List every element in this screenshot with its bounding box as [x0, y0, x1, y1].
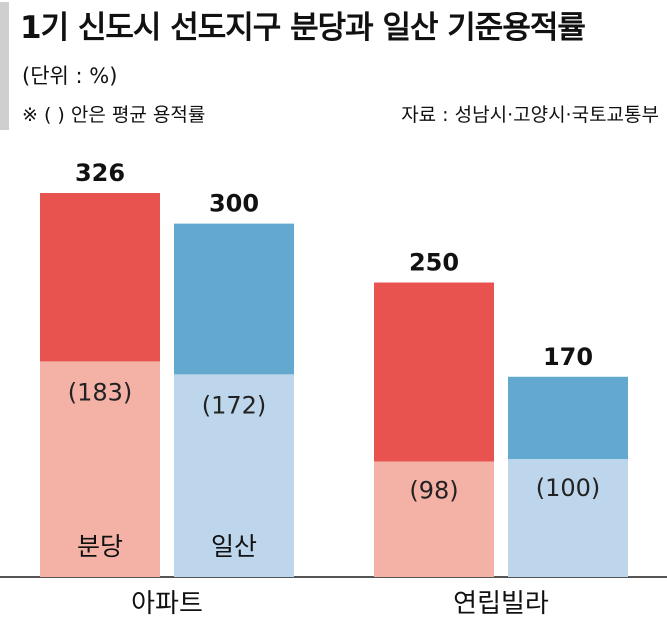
bar-일산-연립빌라-average	[508, 459, 628, 577]
note-label: ※ ( ) 안은 평균 용적률	[22, 104, 206, 126]
average-label: (183)	[68, 378, 133, 406]
value-label: 326	[75, 159, 125, 187]
accent-bar	[0, 2, 9, 130]
average-label: (100)	[536, 474, 601, 502]
bar-일산-아파트-total	[174, 223, 294, 375]
bar-일산-연립빌라-total	[508, 376, 628, 460]
bar-분당-연립빌라-average	[374, 461, 494, 577]
value-label: 170	[543, 343, 593, 371]
bar-분당-연립빌라-total	[374, 282, 494, 462]
chart-title: 1기 신도시 선도지구 분당과 일산 기준용적률	[20, 10, 586, 46]
unit-label: (단위 : %)	[22, 64, 118, 88]
series-label-분당: 분당	[77, 532, 123, 561]
average-label: (98)	[409, 477, 458, 505]
value-label: 250	[409, 249, 459, 277]
source-label: 자료 : 성남시·고양시·국토교통부	[401, 104, 659, 126]
category-label: 아파트	[131, 589, 203, 619]
bar-분당-아파트-average	[40, 361, 160, 577]
value-label: 300	[209, 190, 259, 218]
bar-분당-아파트-total	[40, 193, 160, 362]
average-label: (172)	[202, 391, 267, 419]
series-label-일산: 일산	[211, 532, 257, 561]
bar-일산-아파트-average	[174, 374, 294, 577]
category-label: 연립빌라	[453, 589, 549, 619]
